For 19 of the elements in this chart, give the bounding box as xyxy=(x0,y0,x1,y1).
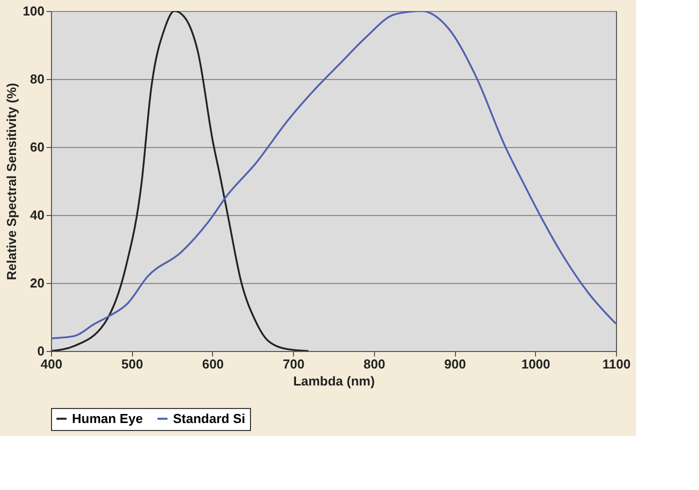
y-tick-label: 80 xyxy=(30,72,44,86)
x-tick-label: 400 xyxy=(40,356,62,372)
legend-label: Standard Si xyxy=(173,410,246,426)
x-tick-label: 500 xyxy=(121,356,144,372)
x-tick-label: 900 xyxy=(444,356,466,372)
y-axis-title: Relative Spectral Sensitivity (%) xyxy=(4,82,19,280)
x-tick-label: 600 xyxy=(202,356,224,372)
x-tick-label: 800 xyxy=(364,356,386,372)
y-tick-label: 20 xyxy=(30,276,44,290)
y-tick-label: 100 xyxy=(22,4,44,18)
x-tick-label: 1100 xyxy=(602,356,631,372)
x-tick-label: 1000 xyxy=(521,356,550,372)
line-series xyxy=(51,11,616,340)
y-tick-label: 40 xyxy=(30,208,44,222)
x-axis-title: Lambda (nm) xyxy=(293,374,375,388)
y-tick-label: 0 xyxy=(37,344,44,358)
legend-label: Human Eye xyxy=(72,410,143,426)
x-tick-label: 700 xyxy=(282,356,304,372)
y-tick-label: 60 xyxy=(30,140,44,154)
